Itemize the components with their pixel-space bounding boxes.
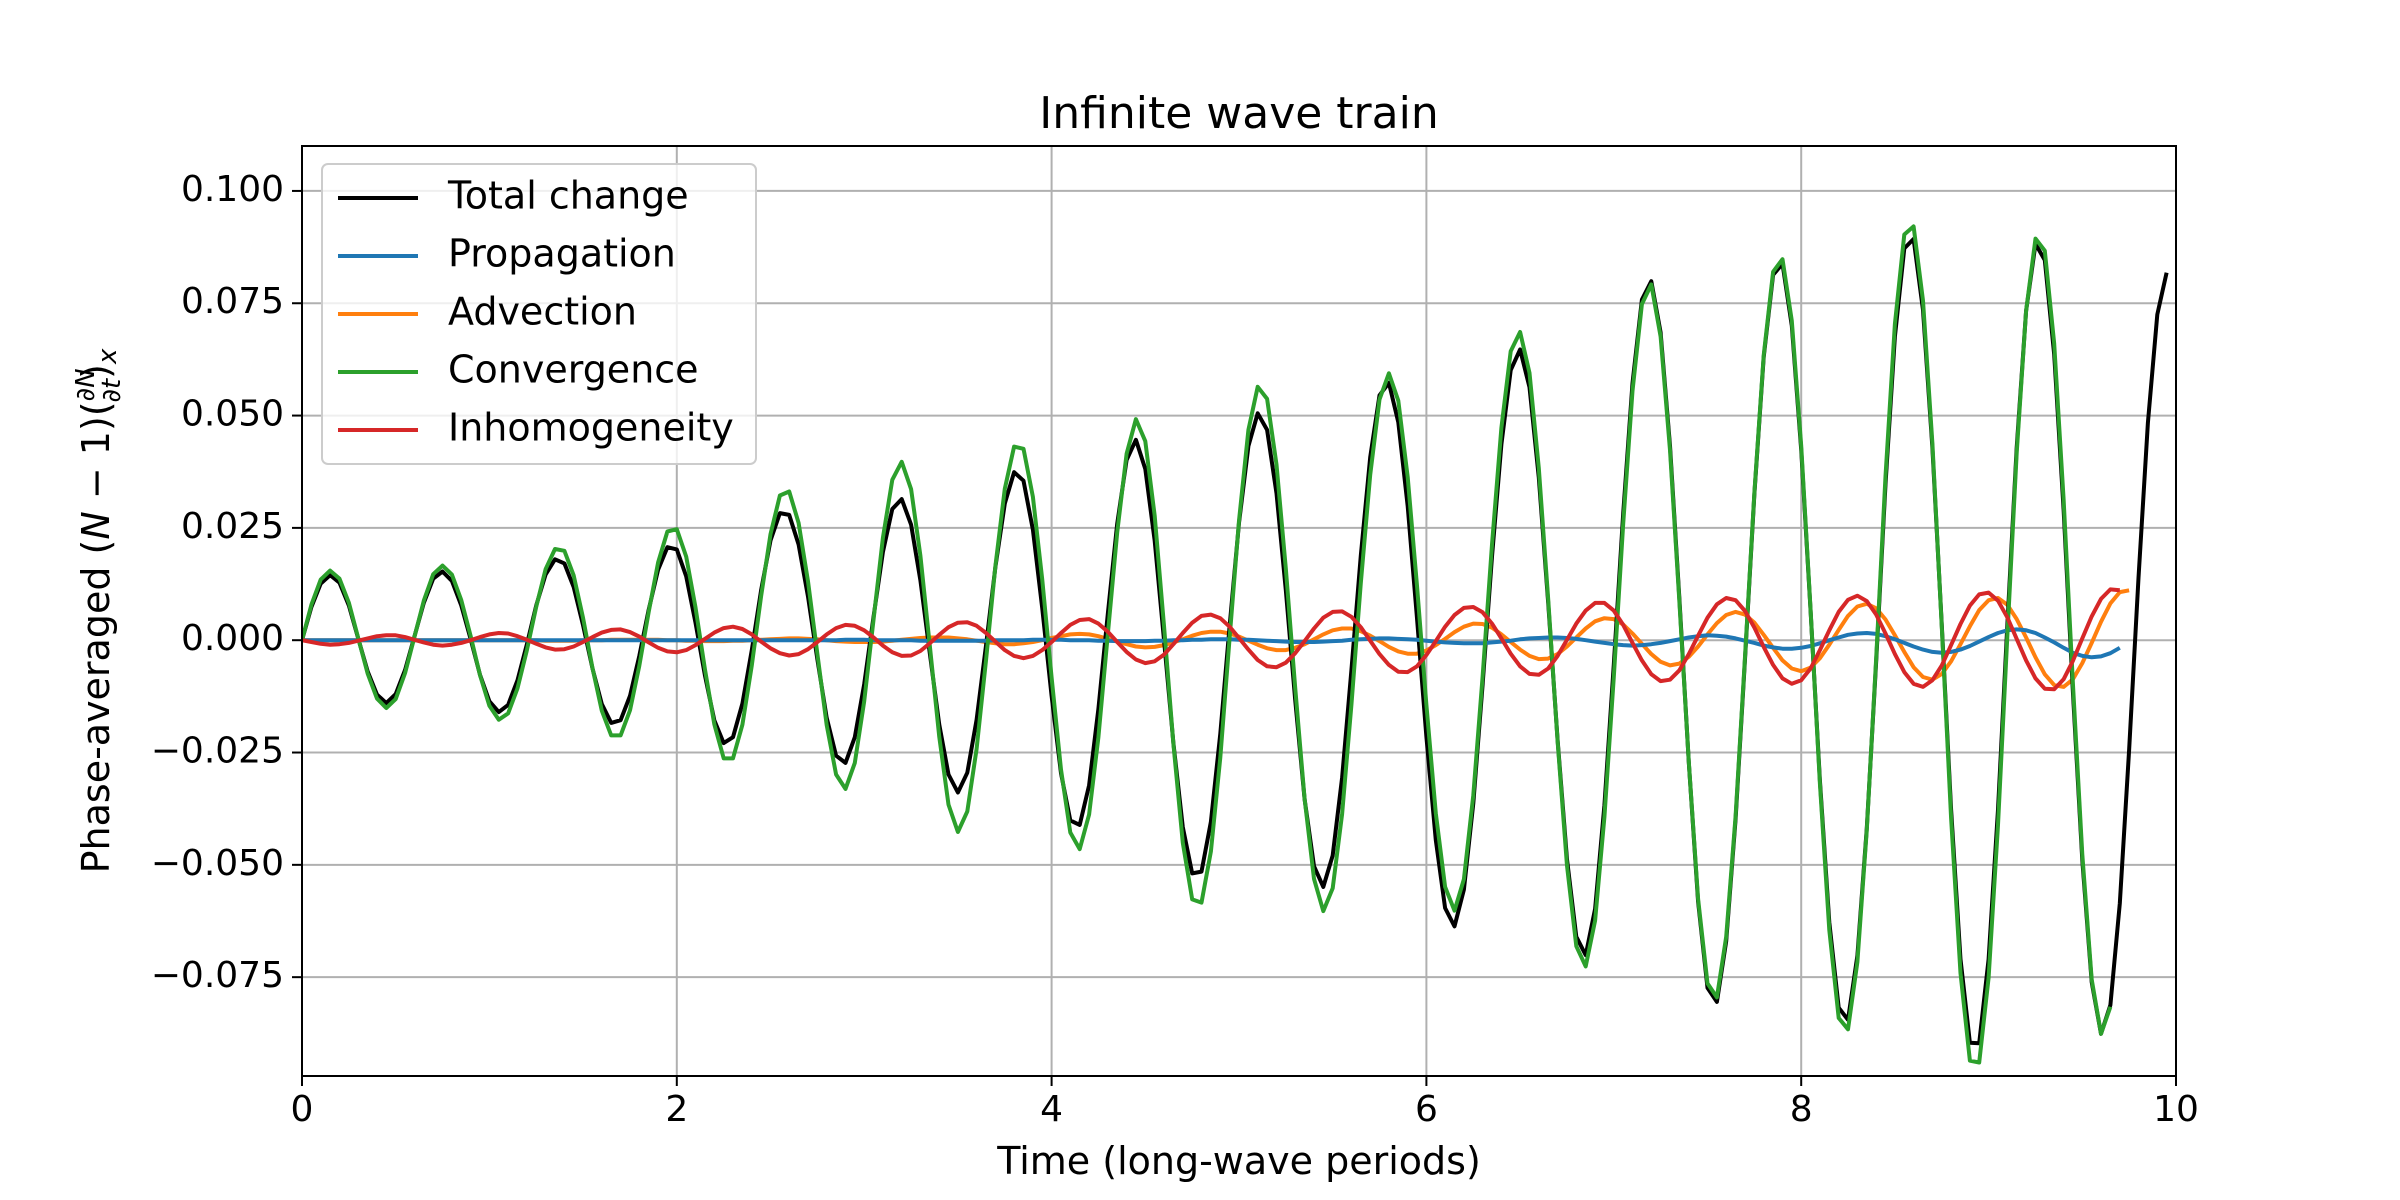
x-tick-label: 8 [1790, 1089, 1813, 1130]
y-label-frac-num: ∂N [71, 368, 101, 401]
y-tick-label: −0.075 [151, 955, 284, 996]
plot-frame [301, 145, 2177, 1077]
legend-label-convergence: Convergence [448, 348, 699, 392]
y-tick-label: −0.050 [151, 843, 284, 884]
x-tick-label: 4 [1040, 1089, 1063, 1130]
y-label-sub: x [93, 348, 123, 365]
plot-area [302, 224, 2169, 1065]
x-tick-label: 6 [1415, 1089, 1438, 1130]
y-axis: −0.075 −0.050 −0.025 0.000 0.025 0.050 0.075 0.… [151, 169, 302, 996]
y-axis-label: Phase-averaged (N − 1)(∂N∂t)x [71, 348, 127, 873]
svg-text:Phase-averaged (N − 1)(∂N∂t)x: Phase-averaged (N − 1)(∂N∂t)x [71, 348, 127, 873]
chart-title: Infinite wave train [1039, 88, 1438, 139]
x-tick-label: 2 [665, 1089, 688, 1130]
y-tick-label: −0.025 [151, 731, 284, 772]
x-tick-label: 10 [2153, 1089, 2199, 1130]
x-axis-label: Time (long-wave periods) [996, 1139, 1481, 1183]
y-tick-label: 0.025 [181, 506, 284, 547]
legend: Total change Propagation Advection Converge… [321, 163, 757, 465]
legend-label-advection: Advection [448, 290, 637, 334]
legend-box [321, 163, 757, 465]
y-label-n: N [74, 511, 118, 539]
y-tick-label: 0.000 [181, 618, 284, 659]
series-line-convergence [302, 224, 2113, 1065]
y-label-minus-one: − 1)( [74, 401, 118, 511]
y-label-frac-den: ∂t [97, 378, 127, 402]
series-line-inhomogeneity [302, 587, 2120, 692]
x-axis: 0 2 4 6 8 10 [291, 1076, 2199, 1130]
legend-label-inhomogeneity: Inhomogeneity [448, 406, 734, 450]
y-label-prefix: Phase-averaged ( [74, 540, 118, 874]
y-tick-label: 0.050 [181, 394, 284, 435]
legend-label-total-change: Total change [447, 174, 689, 218]
y-label-close: ) [74, 364, 118, 379]
y-tick-label: 0.075 [181, 281, 284, 322]
legend-label-propagation: Propagation [448, 232, 676, 276]
y-tick-label: 0.100 [181, 169, 284, 210]
x-tick-label: 0 [291, 1089, 314, 1130]
series-line-propagation [302, 627, 2121, 660]
